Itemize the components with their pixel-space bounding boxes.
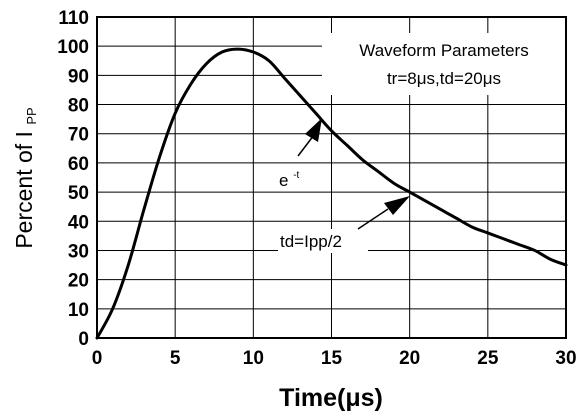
decay-arrow bbox=[297, 118, 322, 157]
waveform-parameters-box bbox=[322, 33, 566, 95]
decay-label: e -t bbox=[279, 170, 300, 190]
y-tick-label-110: 110 bbox=[58, 8, 89, 29]
x-tick-label-10: 10 bbox=[243, 348, 264, 369]
x-axis-title: Time(μs) bbox=[279, 384, 383, 412]
decay-label-exponent: -t bbox=[293, 170, 299, 181]
y-tick-labels: 0 10 20 30 40 50 60 70 80 90 100 110 bbox=[57, 8, 89, 350]
decay-label-base: e bbox=[279, 171, 288, 190]
td-arrow bbox=[357, 196, 410, 230]
plot-frame bbox=[96, 16, 567, 339]
y-tick-label-80: 80 bbox=[68, 96, 89, 117]
decay-label-bg bbox=[276, 166, 312, 190]
x-tick-label-15: 15 bbox=[321, 348, 343, 369]
td-label: td=Ipp/2 bbox=[280, 232, 342, 251]
y-tick-label-10: 10 bbox=[68, 300, 89, 321]
y-tick-label-70: 70 bbox=[68, 125, 89, 146]
x-tick-label-25: 25 bbox=[477, 348, 499, 369]
td-label-bg bbox=[278, 229, 368, 253]
waveform-curve-line bbox=[95, 47, 568, 340]
y-tick-label-60: 60 bbox=[68, 154, 89, 175]
y-tick-label-40: 40 bbox=[68, 212, 89, 233]
x-tick-label-20: 20 bbox=[399, 348, 420, 369]
y-axis-title: Percent of I PP bbox=[11, 107, 39, 248]
y-axis-title-subscript: PP bbox=[24, 107, 39, 124]
y-tick-label-50: 50 bbox=[68, 183, 89, 204]
waveform-parameters-values: tr=8μs,td=20μs bbox=[387, 69, 501, 88]
y-tick-label-100: 100 bbox=[57, 37, 89, 58]
x-tick-label-5: 5 bbox=[170, 348, 181, 369]
y-tick-label-30: 30 bbox=[68, 241, 89, 262]
x-tick-label-30: 30 bbox=[555, 348, 576, 369]
y-axis-title-main: Percent of I bbox=[11, 131, 37, 249]
x-tick-labels: 0 5 10 15 20 25 30 bbox=[92, 348, 577, 369]
x-tick-label-0: 0 bbox=[92, 348, 103, 369]
waveform-parameters-title: Waveform Parameters bbox=[359, 41, 528, 60]
y-tick-label-90: 90 bbox=[68, 66, 89, 87]
y-tick-label-20: 20 bbox=[68, 271, 89, 292]
y-tick-label-0: 0 bbox=[78, 329, 89, 350]
